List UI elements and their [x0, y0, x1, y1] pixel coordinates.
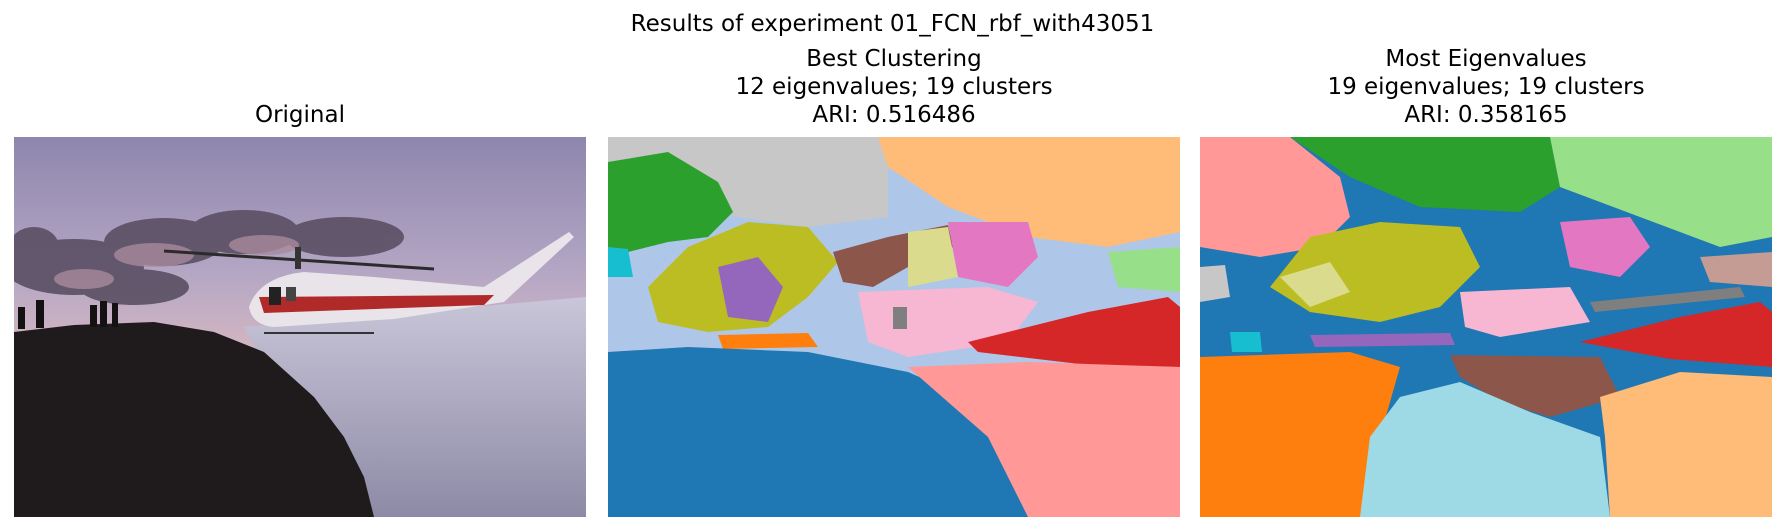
region-red	[968, 297, 1180, 367]
title-line: ARI: 0.516486	[812, 102, 976, 128]
region-light-orange	[878, 137, 1180, 247]
best-clustering-segmentation	[608, 137, 1180, 517]
region-grey	[893, 307, 907, 329]
title-line: Best Clustering	[806, 46, 982, 72]
title-line: ARI: 0.358165	[1404, 102, 1568, 128]
region-light-cyan	[1360, 382, 1610, 517]
original-photo-image	[14, 137, 586, 517]
region-orange	[1200, 352, 1400, 517]
region-red	[1580, 302, 1772, 367]
region-blue	[608, 347, 1108, 517]
region-pink	[1560, 217, 1650, 277]
region-light-red	[1200, 137, 1350, 257]
region-brown-small	[1700, 252, 1772, 287]
region-light-olive	[1280, 262, 1350, 307]
most-eigenvalues-segmentation	[1200, 137, 1772, 517]
region-cyan	[1230, 332, 1262, 352]
title-line: Most Eigenvalues	[1385, 46, 1587, 72]
region-purple	[718, 257, 783, 322]
most-eigenvalues-panel-title: Most Eigenvalues 19 eigenvalues; 19 clus…	[1200, 45, 1772, 129]
region-purple	[1310, 333, 1455, 347]
original-photo	[14, 137, 586, 517]
best-clustering-image	[608, 137, 1180, 517]
region-pink	[948, 222, 1038, 287]
region-light-orange	[1600, 372, 1772, 517]
region-light-green	[1550, 137, 1772, 247]
region-light-grey	[1200, 265, 1230, 302]
region-brown	[1450, 355, 1620, 417]
most-eigenvalues-image	[1200, 137, 1772, 517]
title-line: 19 eigenvalues; 19 clusters	[1327, 74, 1645, 100]
region-green	[608, 152, 733, 252]
dark-hillside	[14, 322, 374, 517]
best-clustering-panel-title: Best Clustering 12 eigenvalues; 19 clust…	[608, 45, 1180, 129]
region-grey-strip	[1590, 287, 1745, 312]
title-line: 12 eigenvalues; 19 clusters	[735, 74, 1053, 100]
helicopter	[163, 232, 574, 334]
region-light-green	[1108, 247, 1180, 292]
cloud-highlights	[54, 235, 299, 289]
original-panel-title: Original	[14, 101, 586, 129]
region-green	[1290, 137, 1560, 212]
title-line: Original	[254, 102, 345, 128]
region-light-red	[908, 362, 1180, 517]
region-light-pink	[1460, 287, 1590, 337]
region-light-olive	[908, 227, 958, 287]
region-orange	[718, 333, 818, 349]
figure-title: Results of experiment 01_FCN_rbf_with430…	[630, 11, 1155, 37]
region-cyan	[608, 247, 633, 277]
people-silhouettes	[18, 300, 118, 329]
